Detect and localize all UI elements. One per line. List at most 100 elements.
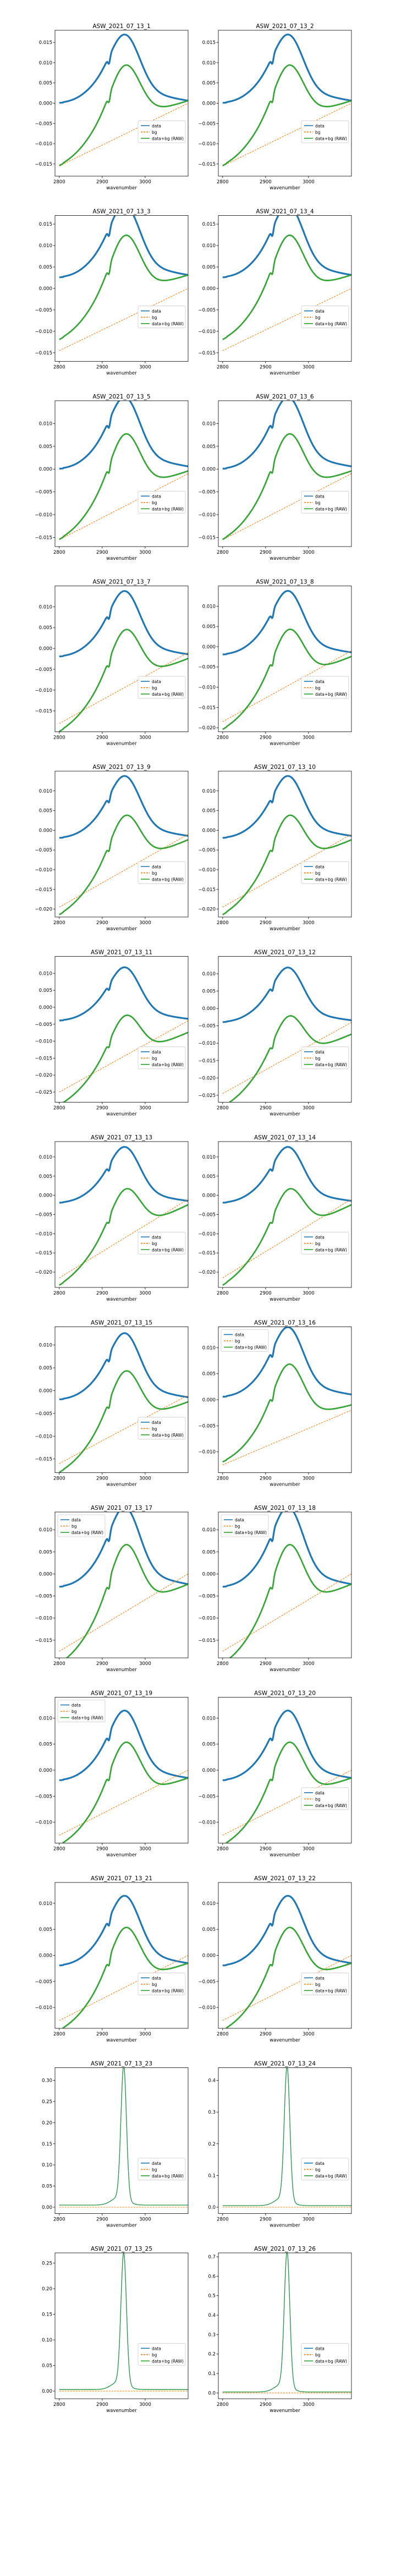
y-tick-label: −0.015	[35, 1056, 52, 1061]
y-tick-label: −0.010	[199, 1616, 216, 1622]
x-tick-label: 2800	[217, 1106, 229, 1111]
chart-title: ASW_2021_07_13_1	[92, 23, 150, 30]
legend-entry-sum: data+bg (RAW)	[315, 321, 347, 326]
y-tick-label: 0.005	[39, 1549, 52, 1555]
y-tick-label: 0.000	[39, 828, 52, 833]
y-tick-label: −0.015	[35, 887, 52, 893]
chart-title: ASW_2021_07_13_11	[91, 949, 152, 956]
legend-entry-data: data	[152, 494, 161, 499]
x-tick-label: 2900	[260, 2217, 272, 2223]
legend-entry-bg: bg	[72, 1524, 77, 1529]
chart-title: ASW_2021_07_13_5	[92, 394, 150, 400]
series-sum-line	[225, 1741, 351, 1843]
x-tick-label: 2900	[96, 2032, 108, 2037]
y-tick-label: 0.005	[202, 1174, 216, 1180]
y-tick-label: −0.015	[35, 1638, 52, 1644]
plot-area	[222, 1146, 351, 1286]
series-data-line	[59, 401, 188, 470]
x-tick-label: 2800	[53, 920, 65, 926]
x-axis-label: wavenumber	[106, 1853, 137, 1858]
axes-frame	[218, 956, 352, 1103]
plot-area	[222, 1895, 351, 2028]
y-tick-label: 0.005	[202, 624, 216, 630]
x-axis-label: wavenumber	[270, 1297, 300, 1302]
series-data-line	[59, 590, 188, 658]
y-tick-label: −0.005	[199, 665, 216, 670]
chart-title: ASW_2021_07_13_2	[256, 23, 314, 30]
axes-frame	[218, 2252, 352, 2399]
series-sum-line	[222, 628, 351, 730]
x-axis-label: wavenumber	[270, 556, 300, 561]
series-bg-line	[59, 652, 188, 724]
y-tick-label: 0.25	[42, 2261, 52, 2267]
legend-entry-bg: bg	[152, 2353, 157, 2357]
chart-title: ASW_2021_07_13_16	[254, 1320, 316, 1327]
legend-box	[138, 676, 186, 699]
plot-area	[222, 967, 351, 1103]
legend-entry-sum: data+bg (RAW)	[152, 692, 184, 697]
y-tick-label: 0.000	[39, 467, 52, 472]
axes-frame	[218, 586, 352, 732]
x-axis-label: wavenumber	[106, 926, 137, 932]
series-bg-line	[222, 650, 351, 722]
y-tick-label: −0.005	[199, 1423, 216, 1429]
chart-title: ASW_2021_07_13_15	[91, 1320, 152, 1327]
series-data-line	[59, 2253, 188, 2390]
chart-title: ASW_2021_07_13_17	[91, 1505, 152, 1511]
x-tick-label: 3000	[302, 920, 315, 926]
series-sum-line	[63, 1014, 188, 1103]
series-bg-line	[59, 473, 188, 541]
x-tick-label: 2900	[96, 1847, 108, 1852]
y-tick-label: −0.005	[35, 1979, 52, 1985]
y-tick-label: 0.000	[202, 1193, 216, 1199]
x-axis-label: wavenumber	[270, 741, 300, 747]
x-tick-label: 3000	[139, 1291, 151, 1296]
plot-area	[222, 2253, 351, 2393]
y-tick-label: −0.010	[35, 329, 52, 335]
chart-title: ASW_2021_07_13_19	[91, 1690, 152, 1697]
chart-title: ASW_2021_07_13_23	[91, 2061, 152, 2067]
legend-entry-sum: data+bg (RAW)	[152, 321, 184, 326]
series-sum-line	[222, 234, 351, 341]
plot-area	[222, 215, 351, 351]
legend-box	[301, 861, 349, 884]
x-tick-label: 2900	[260, 920, 272, 926]
x-tick-label: 2900	[96, 1661, 108, 1667]
legend-entry-bg: bg	[315, 1056, 321, 1061]
legend-box	[138, 120, 186, 143]
series-sum-line	[59, 814, 188, 915]
y-tick-label: −0.010	[199, 329, 216, 335]
series-sum-line	[59, 64, 188, 167]
legend-box	[57, 1514, 106, 1537]
y-tick-label: −0.015	[199, 1058, 216, 1064]
y-tick-label: 0.1	[208, 2173, 216, 2179]
series-data-line	[222, 967, 351, 1023]
y-tick-label: −0.015	[35, 1457, 52, 1462]
series-sum-line	[62, 1926, 188, 2028]
x-tick-label: 2900	[96, 1476, 108, 1482]
x-tick-label: 2900	[260, 735, 272, 741]
legend-box	[138, 1417, 186, 1440]
plot-area	[222, 2067, 351, 2208]
legend-entry-bg: bg	[152, 130, 157, 135]
y-tick-label: 0.20	[42, 2286, 52, 2292]
x-axis-label: wavenumber	[270, 2223, 300, 2229]
legend-box	[57, 1700, 106, 1722]
y-tick-label: 0.010	[202, 243, 216, 249]
x-tick-label: 3000	[302, 1476, 315, 1482]
x-tick-label: 2900	[96, 179, 108, 185]
y-tick-label: −0.015	[35, 1251, 52, 1256]
y-tick-label: 0.000	[39, 1768, 52, 1773]
x-axis-label: wavenumber	[106, 1667, 137, 1673]
y-tick-label: 0.000	[39, 286, 52, 292]
x-tick-label: 3000	[302, 1291, 315, 1296]
axes-frame	[54, 400, 189, 547]
